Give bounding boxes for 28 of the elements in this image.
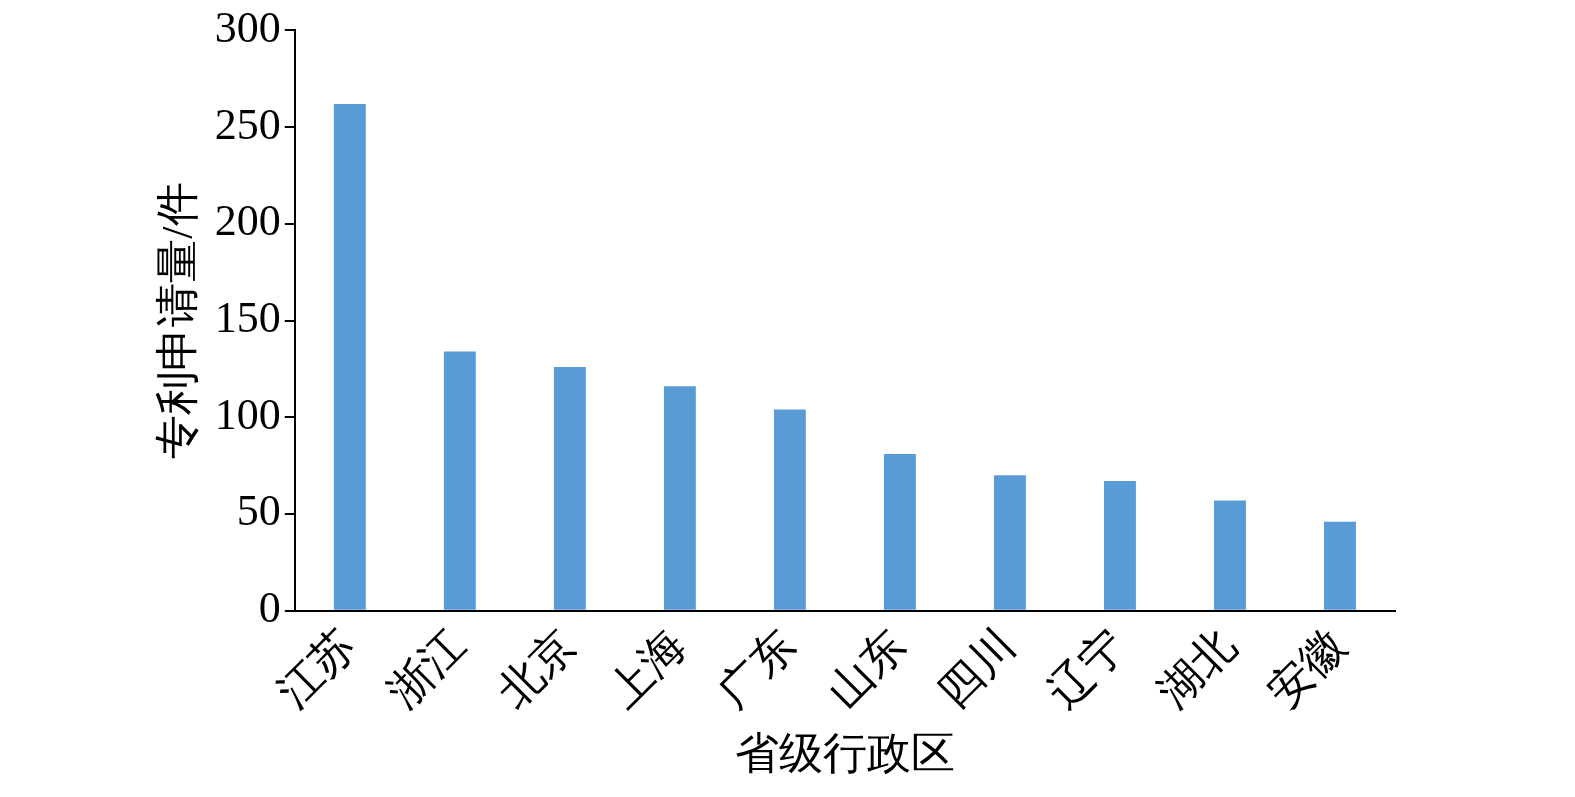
y-tick-label: 300 <box>214 2 281 52</box>
x-tick-label: 山东 <box>818 619 916 717</box>
y-tick-label: 50 <box>236 486 281 536</box>
y-tick-label: 200 <box>214 196 281 246</box>
bar <box>993 475 1026 610</box>
x-tick-label: 广东 <box>708 619 806 717</box>
bar <box>1324 521 1356 610</box>
bar <box>883 453 916 610</box>
y-tick-label: 0 <box>258 583 281 633</box>
bar <box>443 351 476 610</box>
bar <box>1214 500 1246 610</box>
y-tick-label: 250 <box>214 99 281 149</box>
x-tick-label: 湖北 <box>1148 619 1246 717</box>
x-axis-title: 省级行政区 <box>734 729 955 779</box>
y-tick-label: 100 <box>214 389 281 439</box>
x-tick-label: 四川 <box>928 619 1026 717</box>
x-tick-label: 辽宁 <box>1038 619 1136 717</box>
x-tick-label: 安徽 <box>1258 619 1356 717</box>
y-tick-label: 150 <box>214 293 281 343</box>
y-axis-title: 专利申请量/件 <box>152 182 202 459</box>
x-tick-label: 浙江 <box>378 619 476 717</box>
bar <box>773 409 806 610</box>
bar <box>1104 481 1136 610</box>
x-tick-label: 上海 <box>598 619 696 717</box>
x-tick-label: 北京 <box>488 619 586 717</box>
bar <box>333 103 366 610</box>
bar <box>663 386 696 610</box>
bar <box>553 366 586 610</box>
